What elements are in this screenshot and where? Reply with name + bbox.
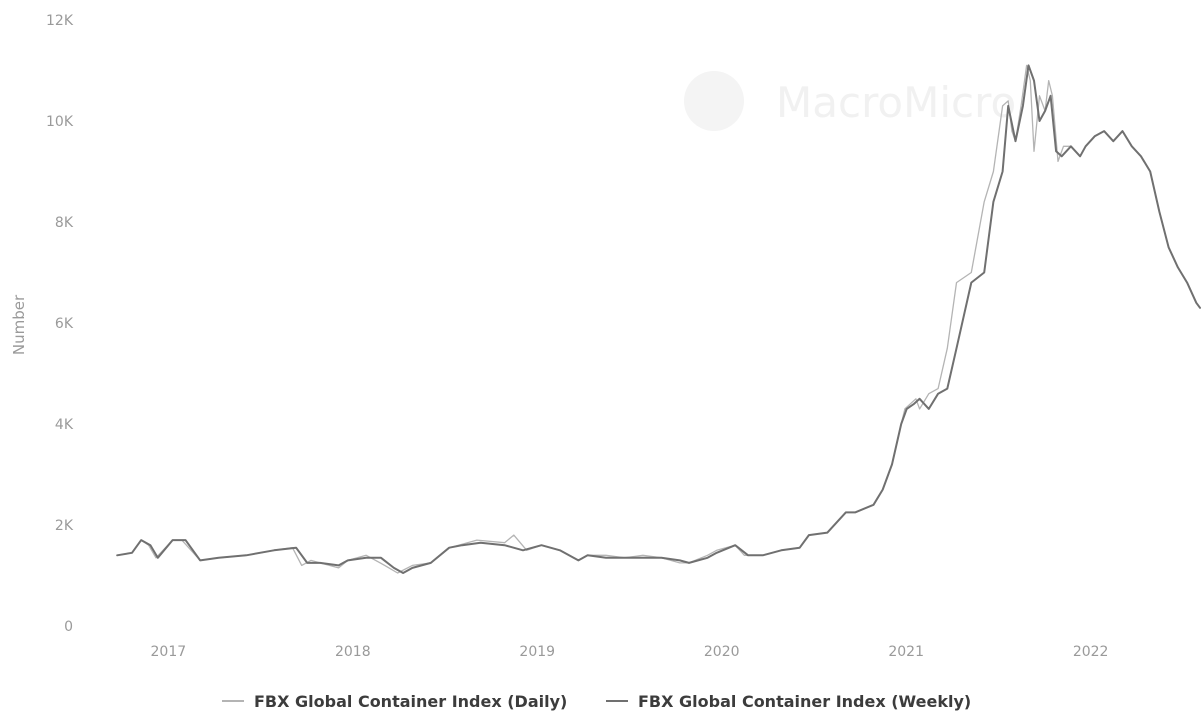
series-group (116, 64, 1201, 574)
y-tick-label: 2K (55, 518, 74, 534)
y-tick-label: 8K (55, 215, 74, 231)
legend-label: FBX Global Container Index (Daily) (254, 692, 567, 711)
x-tick-label: 2019 (519, 644, 555, 660)
x-tick-label: 2018 (335, 644, 371, 660)
y-axis: 0 2K 4K 6K 8K 10K 12K (46, 13, 74, 635)
y-tick-label: 4K (55, 417, 74, 433)
series-line-weekly (116, 64, 1201, 574)
y-tick-label: 10K (46, 114, 74, 130)
watermark: MacroMicro (684, 71, 1016, 131)
watermark-text: MacroMicro (776, 78, 1016, 127)
y-tick-label: 0 (64, 619, 73, 635)
x-tick-label: 2022 (1073, 644, 1109, 660)
y-axis-title: Number (10, 294, 28, 355)
watermark-logo-icon (684, 71, 744, 131)
series-line-daily (116, 64, 1201, 574)
x-tick-label: 2021 (888, 644, 924, 660)
x-axis: 2017 2018 2019 2020 2021 2022 (151, 644, 1109, 660)
y-tick-label: 6K (55, 316, 74, 332)
y-tick-label: 12K (46, 13, 74, 29)
x-tick-label: 2017 (151, 644, 187, 660)
legend-item-daily[interactable]: FBX Global Container Index (Daily) (222, 692, 567, 711)
legend[interactable]: FBX Global Container Index (Daily) FBX Gl… (222, 692, 971, 711)
x-tick-label: 2020 (704, 644, 740, 660)
legend-label: FBX Global Container Index (Weekly) (638, 692, 971, 711)
legend-item-weekly[interactable]: FBX Global Container Index (Weekly) (606, 692, 971, 711)
